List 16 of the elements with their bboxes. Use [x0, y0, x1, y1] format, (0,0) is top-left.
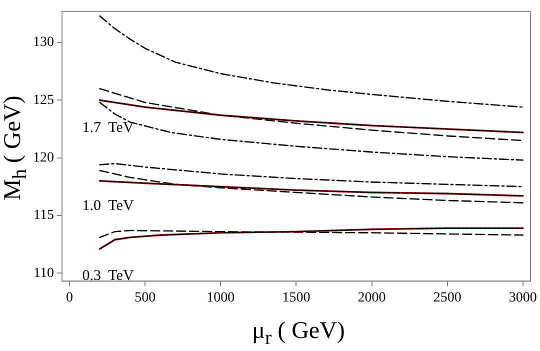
y-tick-label: 120: [33, 150, 54, 166]
x-axis-title: μ$_{r}$ ( GeV): [251, 318, 346, 350]
x-tick-label: 3000: [508, 290, 537, 306]
x-tick-label: 0: [66, 290, 74, 306]
x-tick-label: 2500: [433, 290, 462, 306]
y-tick-label: 115: [34, 208, 54, 224]
y-tick-label: 130: [33, 35, 54, 50]
annotation: 1.0 TeV: [82, 198, 134, 214]
x-tick-label: 1500: [282, 290, 310, 306]
y-tick-label: 125: [33, 92, 54, 108]
annotation: 0.3 TeV: [82, 268, 134, 284]
annotation: 1.7 TeV: [82, 120, 134, 136]
x-tick-label: 500: [134, 290, 156, 306]
x-tick-label: 1000: [206, 290, 235, 306]
y-tick-label: 110: [34, 266, 54, 281]
x-tick-label: 2000: [358, 290, 386, 306]
